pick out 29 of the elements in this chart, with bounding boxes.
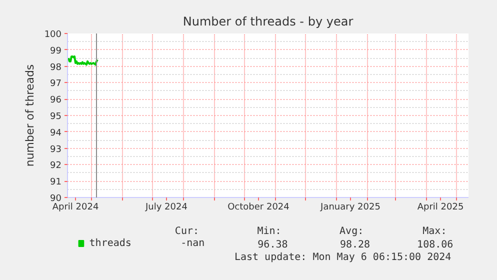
- text: Cur:: [174, 226, 200, 237]
- y-axis-title: number of threads: [23, 64, 36, 167]
- y-tick-label: 98: [50, 62, 62, 73]
- y-tick-label: 96: [50, 96, 62, 106]
- y-tick-label: 90: [50, 194, 62, 204]
- text: -nan: [180, 238, 205, 249]
- y-tick-label: 99: [50, 46, 62, 56]
- text: 108.06: [417, 240, 454, 250]
- x-tick-label: April 2024: [52, 202, 99, 212]
- legend-label: threads: [89, 238, 132, 249]
- y-tick-label: 92: [50, 161, 62, 172]
- line-series: [68, 55, 98, 66]
- y-tick-label: 95: [50, 112, 62, 122]
- text: Last update: Mon May 6 06:15:00 2024: [234, 252, 452, 263]
- text: Min:: [257, 226, 282, 237]
- text: Max:: [422, 226, 447, 237]
- y-tick-label: 97: [50, 79, 62, 90]
- chart-title: Number of threads - by year: [182, 14, 354, 28]
- y-tick-label: 94: [50, 128, 62, 138]
- text: Avg:: [340, 226, 364, 237]
- y-tick-label: 93: [50, 144, 62, 155]
- x-tick-label: January 2025: [320, 202, 380, 212]
- x-tick-label: April 2025: [417, 202, 464, 212]
- text: 96.38: [258, 240, 288, 250]
- y-tick-label: 91: [50, 178, 62, 188]
- text: 98.28: [340, 240, 370, 250]
- y-tick-label: 100: [44, 30, 62, 40]
- x-tick-label: October 2024: [228, 202, 290, 212]
- x-tick-label: July 2024: [144, 202, 188, 212]
